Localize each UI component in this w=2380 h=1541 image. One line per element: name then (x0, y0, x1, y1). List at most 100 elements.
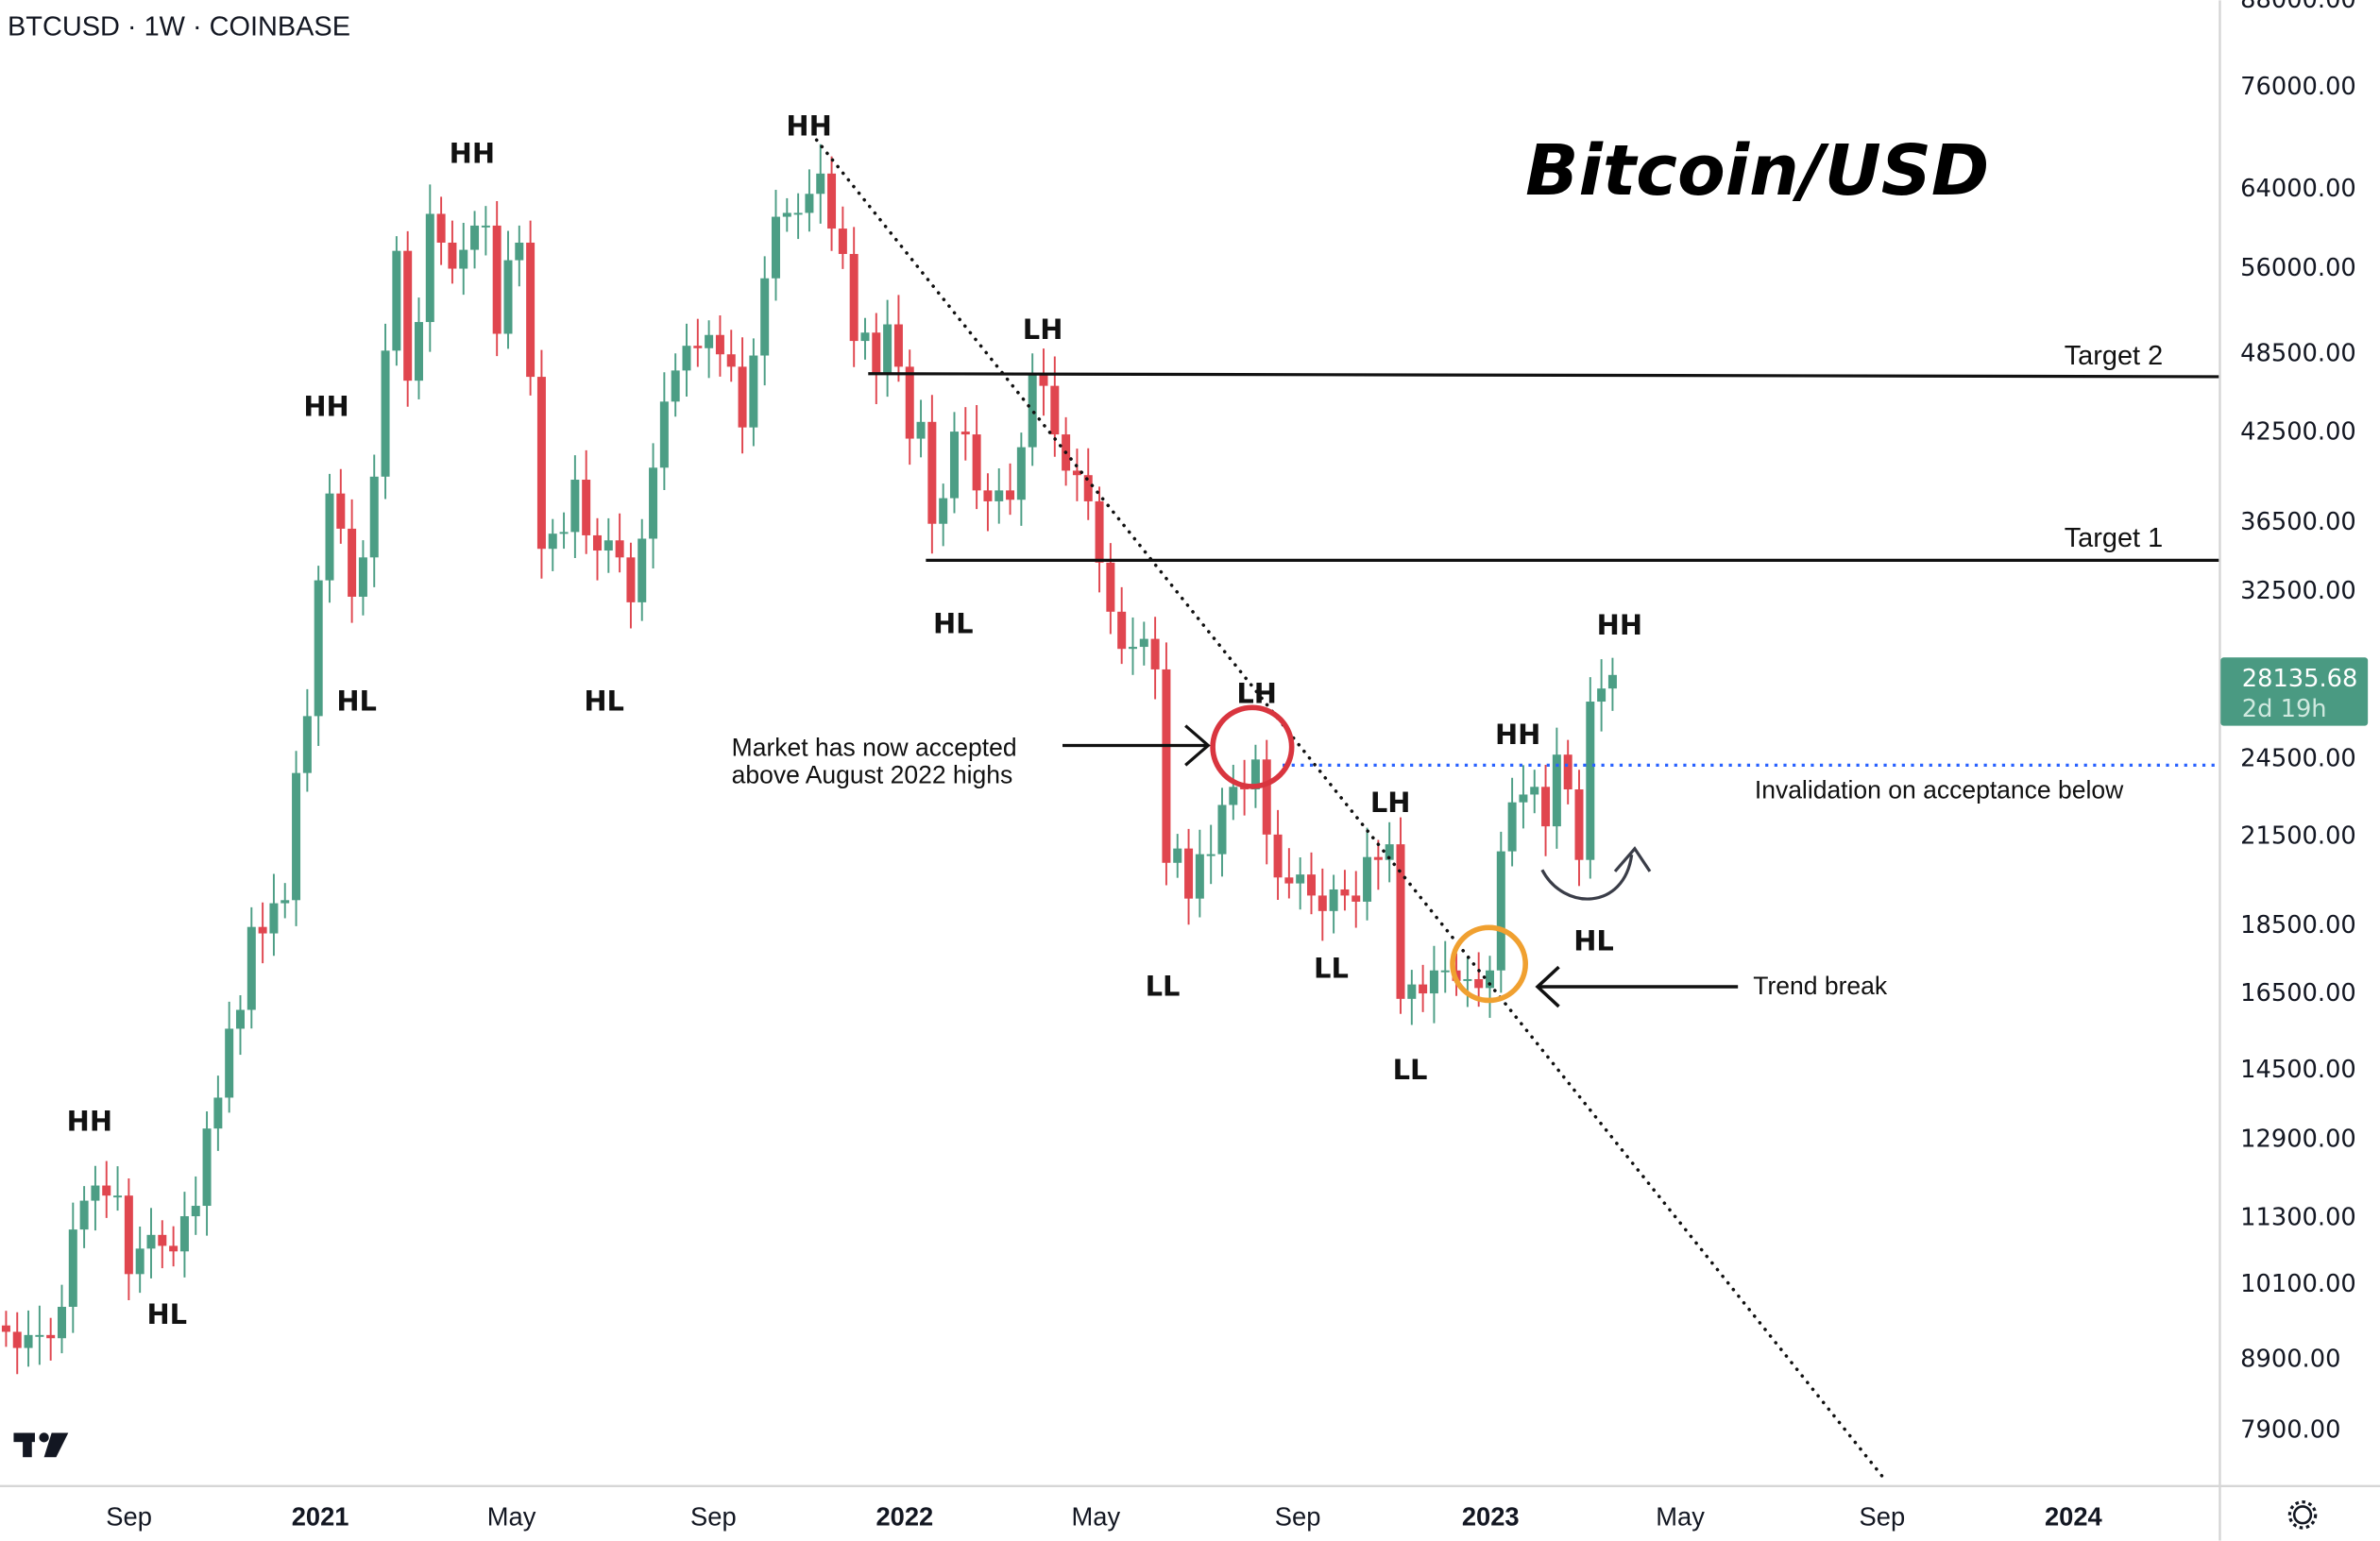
candle-body (927, 421, 937, 524)
candle-body (559, 532, 569, 534)
candle-body (1463, 978, 1472, 981)
candle (269, 873, 279, 957)
candle (302, 688, 312, 792)
target2-line[interactable] (868, 372, 2219, 379)
candle (459, 223, 468, 296)
settings-gear-icon[interactable] (2287, 1500, 2318, 1530)
candle (124, 1178, 133, 1300)
candle (570, 455, 580, 559)
candle-body (24, 1334, 33, 1348)
candle (548, 518, 557, 571)
candle (1250, 744, 1260, 808)
candle-body (1, 1325, 10, 1332)
candle-body (604, 540, 613, 551)
candle (649, 443, 658, 569)
candle (1117, 586, 1127, 665)
candle-body (1507, 802, 1517, 852)
candle (1173, 834, 1182, 878)
candle-body (425, 213, 434, 323)
candle (1552, 727, 1561, 849)
candle-body (235, 1009, 245, 1029)
candle-body (570, 480, 580, 533)
candle-body (827, 173, 837, 229)
candle-body (1552, 754, 1561, 827)
candle (146, 1208, 156, 1279)
candle (983, 473, 993, 532)
time-tick-label: 2023 (1462, 1502, 1520, 1532)
candle (79, 1186, 89, 1248)
candle (235, 994, 245, 1056)
candle (1530, 770, 1539, 814)
candle (536, 349, 546, 579)
candle-body (381, 350, 390, 477)
swing-label: HL (1573, 924, 1614, 957)
candle-body (949, 432, 959, 499)
candle (403, 230, 413, 407)
candle-body (816, 173, 825, 195)
accepted-note-line1: Market has now accepted (732, 734, 1017, 762)
price-tick-label: 18500.00 (2240, 911, 2356, 940)
candle-body (1530, 787, 1539, 795)
candle (849, 227, 858, 367)
candle (503, 230, 513, 349)
swing-label: HL (336, 686, 377, 718)
candle-body (805, 194, 814, 213)
candle (1296, 857, 1305, 910)
candle (949, 412, 959, 514)
downtrend-line[interactable] (814, 138, 1887, 1482)
candle (805, 169, 814, 232)
candle-body (358, 557, 367, 597)
target1-label: Target 1 (2065, 523, 2163, 553)
candle (1083, 448, 1093, 520)
candle (760, 256, 770, 386)
candle-body (582, 480, 591, 535)
bar-countdown: 2d 19h (2242, 695, 2327, 723)
candle-body (626, 557, 636, 602)
candle-body (1396, 844, 1405, 999)
candle (358, 540, 367, 616)
candle-body (1519, 794, 1528, 803)
candle-body (392, 250, 401, 351)
candle-body (191, 1206, 200, 1217)
candle (369, 454, 379, 587)
candle (1597, 659, 1606, 732)
candle (314, 566, 323, 746)
candle (592, 517, 602, 581)
candle (1507, 777, 1517, 867)
candle-body (1139, 638, 1148, 648)
candle-body (1050, 385, 1060, 435)
candle-body (1250, 759, 1260, 790)
time-axis[interactable]: Sep 2021 May Sep 2022 May Sep 2023 May Sep 2024 (106, 1502, 2102, 1532)
price-axis[interactable] (2220, 0, 2380, 1541)
candle-body (749, 355, 758, 428)
symbol-header[interactable]: BTCUSD · 1W · COINBASE (8, 11, 350, 42)
candle-body (983, 490, 993, 501)
candle-body (705, 334, 714, 348)
candle (169, 1226, 178, 1267)
candle (392, 236, 401, 366)
price-tick-label: 88000.00 (2240, 0, 2356, 14)
candle-body (314, 580, 323, 717)
candle (927, 395, 937, 554)
candle (1072, 449, 1081, 501)
candle (738, 337, 747, 454)
chart-title: Bitcoin/USD (1525, 130, 1989, 212)
price-tick-label: 7900.00 (2240, 1416, 2340, 1445)
candle (939, 483, 948, 547)
candle-body (135, 1248, 144, 1275)
candle-body (1173, 848, 1182, 863)
candle (1340, 870, 1350, 911)
price-tick-label: 14500.00 (2240, 1056, 2356, 1084)
candle-body (403, 250, 413, 381)
candle-body (838, 229, 847, 254)
candle (1273, 809, 1283, 900)
candle (715, 314, 724, 377)
candle (336, 468, 346, 544)
candle-body (1541, 787, 1551, 827)
candle-body (1006, 490, 1015, 500)
candle (1329, 874, 1338, 934)
candle (202, 1111, 212, 1236)
candle (771, 190, 780, 301)
